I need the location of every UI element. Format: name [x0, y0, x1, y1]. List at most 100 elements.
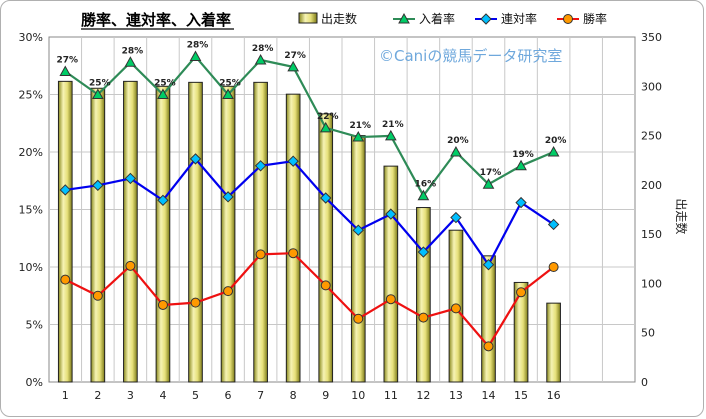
- legend-swatch-bar: [298, 12, 318, 24]
- point-1-3: [124, 56, 137, 67]
- x-tick-label: 4: [159, 389, 166, 402]
- legend-marker-1: [398, 12, 410, 24]
- point-2-7: [254, 160, 267, 172]
- bar-15: [513, 281, 529, 383]
- point-3-16: [548, 262, 559, 272]
- y-left-tick-label: 15%: [19, 204, 43, 217]
- data-label: 27%: [57, 56, 79, 66]
- data-label: 16%: [415, 180, 437, 190]
- x-tick-label: 5: [192, 389, 199, 402]
- y-right-tick-label: 0: [641, 376, 648, 389]
- y-left-tick-label: 10%: [19, 261, 43, 274]
- y-right-tick-label: 350: [641, 31, 662, 44]
- y-right-tick-label: 250: [641, 130, 662, 143]
- y-left-tick-label: 20%: [19, 146, 43, 159]
- point-3-2: [92, 290, 103, 301]
- x-tick-label: 3: [127, 389, 134, 402]
- point-3-14: [483, 341, 494, 352]
- x-tick-label: 8: [290, 389, 297, 402]
- point-2-14: [482, 258, 495, 271]
- x-tick-label: 12: [416, 389, 430, 402]
- chart-title: 勝率、連対率、入着率: [81, 11, 231, 29]
- x-tick-label: 9: [322, 389, 329, 402]
- bar-14: [481, 255, 496, 383]
- bar-11: [383, 165, 399, 383]
- data-label: 25%: [89, 79, 111, 89]
- bar-2: [90, 87, 106, 383]
- point-3-8: [288, 248, 299, 259]
- point-2-12: [417, 246, 430, 258]
- point-3-5: [190, 297, 201, 308]
- point-3-1: [60, 274, 71, 285]
- series-line-3: [64, 252, 555, 349]
- legend-marker-3: [563, 14, 573, 24]
- bar-10: [350, 135, 366, 383]
- bar-3: [123, 80, 138, 383]
- y-right-axis-title: 出走数: [674, 198, 689, 234]
- x-tick-label: 6: [225, 389, 232, 402]
- point-2-5: [189, 153, 202, 165]
- point-2-11: [385, 208, 397, 220]
- data-label: 20%: [545, 136, 567, 146]
- x-tick-label: 16: [547, 389, 561, 402]
- point-3-11: [385, 294, 396, 305]
- point-1-12: [417, 189, 430, 201]
- point-3-13: [450, 303, 461, 314]
- series-line-1: [64, 54, 555, 198]
- point-3-3: [125, 260, 136, 271]
- data-label: 17%: [480, 168, 502, 178]
- data-label: 19%: [512, 150, 534, 160]
- point-1-7: [254, 53, 267, 65]
- point-1-9: [319, 121, 332, 133]
- y-left-tick-label: 0%: [26, 376, 43, 389]
- point-2-9: [320, 192, 332, 204]
- legend-label-1: 入着率: [419, 11, 455, 26]
- bar-7: [253, 81, 268, 383]
- point-3-4: [157, 299, 168, 310]
- point-3-6: [223, 286, 234, 297]
- point-1-13: [450, 145, 462, 157]
- legend-label-3: 勝率: [583, 11, 607, 26]
- x-tick-label: 10: [351, 389, 365, 402]
- point-1-2: [91, 88, 104, 99]
- y-left-tick-label: 25%: [19, 89, 43, 102]
- y-right-tick-label: 50: [641, 327, 655, 340]
- point-2-3: [124, 172, 137, 185]
- point-2-16: [547, 218, 560, 231]
- bar-8: [285, 93, 301, 383]
- legend-marker-2: [480, 13, 492, 25]
- point-1-14: [482, 178, 495, 189]
- data-label: 28%: [122, 46, 144, 56]
- point-2-8: [287, 155, 299, 167]
- point-1-1: [59, 65, 72, 76]
- series-line-2: [65, 157, 555, 267]
- y-right-tick-label: 100: [641, 277, 662, 290]
- bar-1: [57, 80, 73, 383]
- point-2-4: [157, 194, 169, 207]
- y-right-tick-label: 200: [641, 179, 662, 192]
- point-2-15: [515, 196, 527, 209]
- x-tick-label: 15: [514, 389, 528, 402]
- x-tick-label: 13: [449, 389, 463, 402]
- bar-12: [416, 207, 431, 383]
- point-2-2: [92, 179, 104, 192]
- x-tick-label: 7: [257, 389, 264, 402]
- data-label: 22%: [317, 112, 339, 122]
- y-left-tick-label: 30%: [19, 31, 43, 44]
- point-1-15: [515, 159, 527, 171]
- point-3-15: [516, 287, 527, 298]
- point-3-9: [320, 280, 331, 291]
- point-2-1: [59, 184, 71, 196]
- legend-label-2: 連対率: [501, 11, 537, 26]
- point-2-10: [352, 224, 364, 236]
- bar-9: [318, 113, 334, 383]
- point-1-10: [352, 131, 365, 142]
- data-label: 28%: [187, 41, 209, 51]
- data-label: 25%: [219, 79, 241, 89]
- point-1-5: [189, 50, 202, 62]
- point-1-16: [547, 145, 560, 157]
- bar-16: [546, 302, 561, 383]
- data-label: 20%: [447, 136, 469, 146]
- data-label: 21%: [382, 120, 404, 130]
